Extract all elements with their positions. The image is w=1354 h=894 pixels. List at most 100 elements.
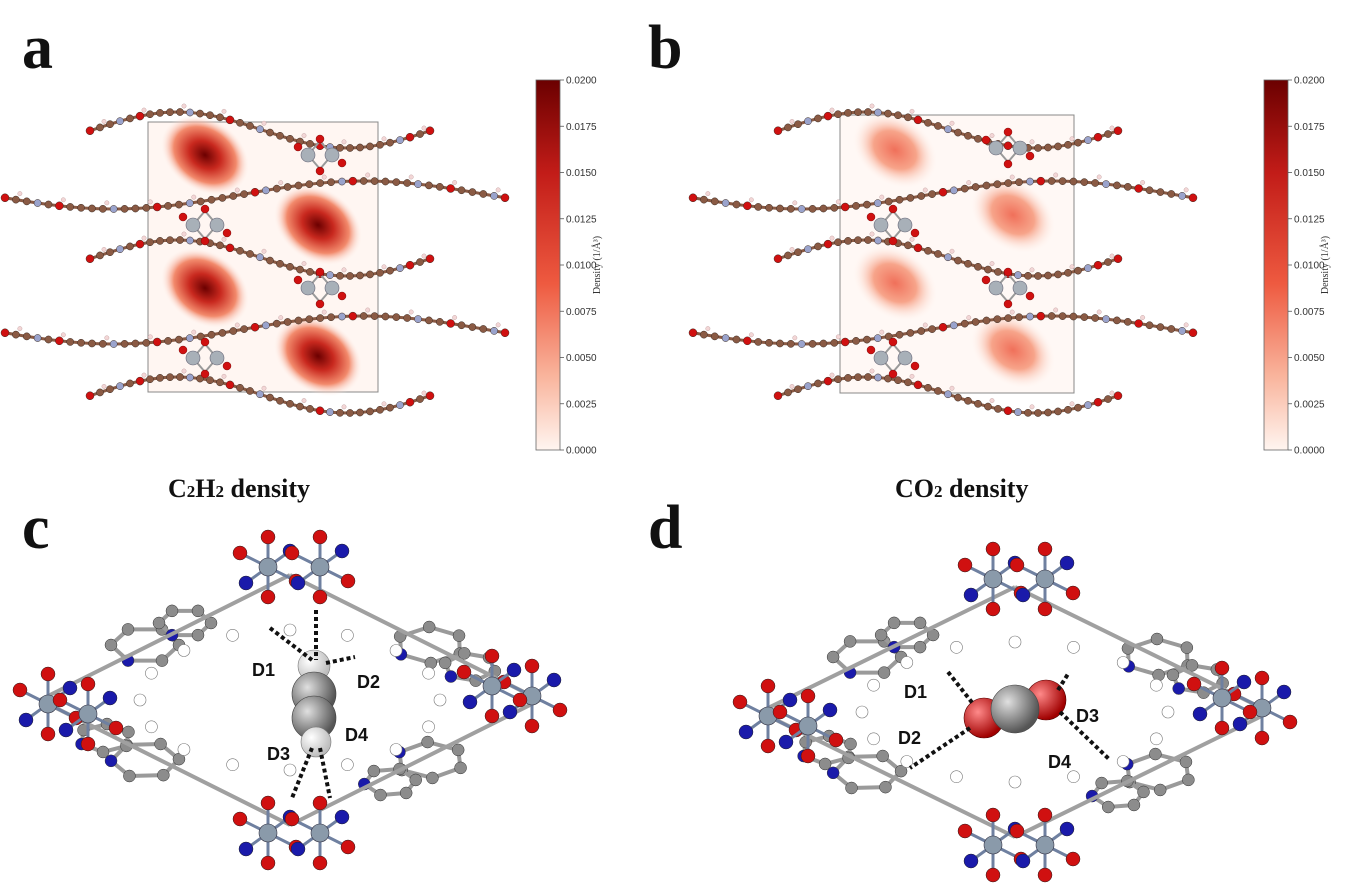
atom [826, 766, 840, 780]
atom [232, 545, 248, 561]
colorbar-label: Density (1/Å³) [591, 236, 603, 294]
atom [44, 200, 53, 209]
atom [913, 243, 923, 253]
atom [786, 340, 795, 348]
metal-atom [310, 557, 330, 577]
atom [524, 658, 540, 674]
colorbar-tick-label: 0.0075 [1294, 307, 1325, 318]
atom [405, 132, 415, 142]
atom [834, 238, 842, 247]
atom [1080, 178, 1089, 186]
atom [1150, 632, 1164, 646]
atom [381, 312, 390, 321]
atom [152, 616, 166, 630]
atom [782, 692, 798, 708]
hydrogen-atom [389, 644, 403, 657]
atom [340, 573, 356, 589]
atom [1101, 800, 1115, 814]
atom [1009, 557, 1025, 573]
atom [334, 809, 350, 825]
atom [904, 113, 912, 122]
atom [12, 682, 28, 698]
atom [85, 391, 95, 400]
metal-atom [983, 835, 1003, 855]
atom [366, 270, 374, 279]
atom [546, 672, 562, 688]
atom [928, 190, 936, 198]
atom [834, 110, 842, 119]
atom [1065, 585, 1081, 601]
atom [85, 254, 95, 263]
atom [52, 692, 68, 708]
atom [366, 407, 374, 416]
atom [336, 143, 344, 152]
atom [218, 194, 227, 202]
atom [425, 316, 433, 325]
atom [894, 111, 902, 120]
metal-atom [988, 280, 1004, 296]
atom [784, 388, 792, 397]
atom [854, 373, 862, 382]
atom [876, 749, 889, 763]
atom [894, 764, 908, 778]
atom [386, 138, 394, 147]
atom [186, 108, 194, 117]
atom [721, 199, 730, 207]
caption-b: CO2 density [895, 474, 1028, 503]
atom [913, 616, 927, 630]
atom [272, 319, 281, 328]
atom [924, 383, 932, 392]
atom [312, 589, 328, 605]
colorbar-tick-label: 0.0175 [566, 122, 597, 133]
hydrogen-atom [1116, 755, 1130, 768]
atom [135, 239, 145, 249]
atom [1113, 316, 1121, 325]
atom [924, 246, 932, 255]
atom [146, 110, 154, 119]
hydrogen-atom [177, 644, 191, 657]
hydrogen-atom [900, 656, 914, 669]
atom [290, 841, 306, 857]
colorbar-tick-label: 0.0100 [566, 261, 597, 272]
atom [62, 680, 78, 696]
atom [446, 319, 455, 328]
atom [895, 195, 904, 204]
atom [260, 855, 276, 871]
atom [131, 339, 140, 348]
atom [765, 338, 773, 347]
atom [1172, 682, 1185, 695]
atom [1054, 270, 1062, 279]
atom [276, 259, 284, 268]
atom [830, 204, 839, 212]
metal-atom [873, 217, 889, 233]
atom [804, 382, 812, 391]
atom [840, 202, 850, 212]
atom [262, 321, 270, 330]
hydrogen-atom [389, 743, 403, 756]
atom [828, 732, 844, 748]
panel-b-letter: b [648, 14, 682, 82]
atom [77, 338, 85, 347]
atom [964, 259, 972, 268]
distance-label-d2: D2 [898, 728, 921, 748]
colorbar-a: 0.0200 0.0175 0.0150 0.0125 0.0100 0.0075 0.00… [535, 76, 603, 457]
atom [176, 373, 184, 381]
atom [306, 405, 314, 413]
caption-subscript: 2 [187, 482, 196, 501]
atom [754, 203, 763, 211]
atom [887, 616, 901, 630]
atom [22, 197, 31, 206]
atom [156, 374, 164, 382]
atom [33, 334, 42, 342]
atom [794, 120, 802, 129]
atom [823, 111, 833, 121]
atom [102, 690, 118, 706]
atom [794, 385, 802, 394]
framework-structure [688, 103, 1198, 417]
atom [822, 702, 838, 718]
colorbar-tick-label: 0.0050 [566, 353, 597, 364]
atom [710, 197, 719, 206]
hydrogen-atom [950, 641, 963, 654]
atom [370, 312, 379, 320]
atom [1084, 401, 1092, 409]
